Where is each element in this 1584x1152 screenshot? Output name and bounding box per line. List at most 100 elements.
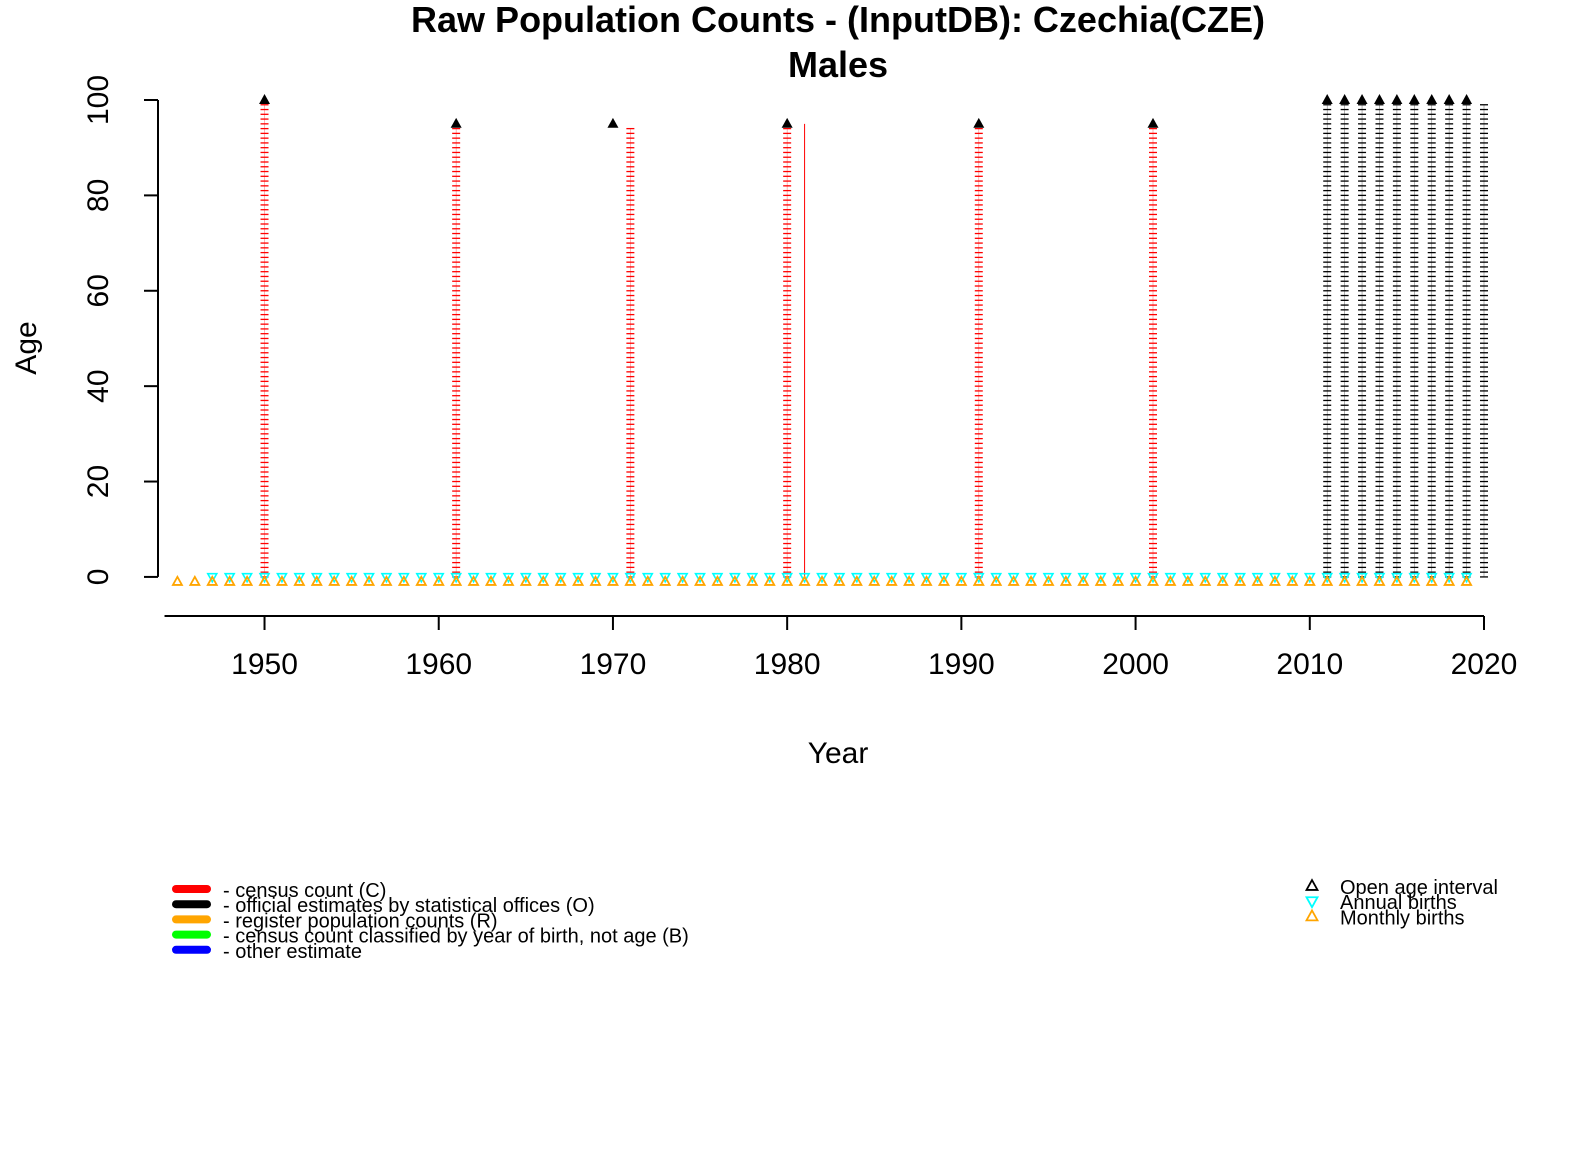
age-range-line — [1149, 127, 1157, 578]
annual-births-marker — [1373, 572, 1386, 584]
x-axis-label: Year — [808, 737, 869, 770]
open-age-marker — [1147, 117, 1159, 128]
monthly-births-marker — [206, 574, 219, 586]
monthly-births-marker — [589, 574, 602, 586]
monthly-births-marker — [1338, 574, 1351, 586]
legend-label: - official estimates by statistical offi… — [223, 895, 595, 917]
annual-births-marker — [293, 572, 306, 584]
monthly-births-marker — [484, 574, 498, 586]
monthly-births-marker — [1234, 574, 1247, 586]
monthly-births-marker — [572, 574, 585, 586]
x-tick-label: 1980 — [754, 648, 821, 681]
x-tick-label: 2000 — [1102, 648, 1169, 681]
x-tick-label: 1960 — [405, 648, 472, 681]
x-tick-label: 1950 — [231, 648, 298, 681]
age-range-line — [1323, 104, 1332, 578]
monthly-births-marker — [1129, 574, 1142, 586]
open-age-marker — [973, 117, 985, 128]
annual-births-marker — [554, 572, 567, 584]
annual-births-marker — [1147, 572, 1159, 584]
annual-births-marker — [1060, 572, 1072, 584]
monthly-births-marker — [1390, 574, 1403, 586]
monthly-births-marker — [937, 574, 950, 586]
age-range-line — [1445, 104, 1454, 578]
monthly-births-marker — [241, 574, 254, 586]
annual-births-marker — [258, 572, 271, 584]
annual-births-marker — [345, 572, 358, 584]
annual-births-marker — [1025, 572, 1037, 584]
monthly-births-marker — [641, 574, 654, 586]
annual-births-marker — [310, 572, 323, 584]
annual-births-marker — [519, 572, 532, 584]
legend-marker-icon — [1304, 896, 1320, 909]
open-age-marker — [1391, 94, 1403, 104]
monthly-births-marker — [606, 574, 619, 586]
monthly-births-marker — [1094, 574, 1107, 586]
annual-births-marker — [1112, 572, 1125, 584]
monthly-births-marker — [1425, 574, 1438, 586]
legend-label: Open age interval — [1340, 877, 1498, 899]
open-age-marker — [781, 117, 793, 128]
monthly-births-marker — [746, 574, 759, 586]
annual-births-marker — [746, 572, 759, 584]
age-range-line — [1480, 104, 1488, 578]
monthly-births-marker — [763, 574, 776, 586]
open-age-marker — [1443, 94, 1455, 104]
annual-births-marker — [1391, 572, 1403, 584]
monthly-births-marker — [1443, 574, 1456, 586]
open-age-marker — [607, 117, 619, 128]
annual-births-marker — [1234, 572, 1246, 584]
annual-births-marker — [694, 572, 706, 584]
y-tick-label: 60 — [82, 274, 115, 307]
legend-label: - census count (C) — [223, 880, 386, 902]
monthly-births-marker — [345, 574, 358, 586]
annual-births-marker — [1460, 572, 1473, 584]
annual-births-marker — [938, 572, 950, 584]
age-range-line — [1462, 104, 1471, 578]
monthly-births-marker — [519, 574, 532, 586]
annual-births-marker — [624, 572, 637, 584]
open-age-marker — [450, 117, 462, 128]
age-range-line — [1375, 104, 1384, 578]
monthly-births-marker — [1025, 574, 1038, 586]
annual-births-marker — [467, 572, 480, 584]
monthly-births-marker — [1460, 574, 1473, 586]
annual-births-marker — [1199, 572, 1212, 584]
annual-births-marker — [1443, 572, 1456, 584]
annual-births-marker — [676, 572, 689, 584]
y-tick-label: 40 — [82, 369, 115, 402]
annual-births-marker — [432, 572, 445, 584]
annual-births-marker — [1356, 572, 1368, 584]
monthly-births-marker — [1199, 574, 1212, 586]
open-age-marker — [259, 94, 271, 104]
monthly-births-marker — [624, 574, 637, 586]
legend-label: Monthly births — [1340, 907, 1465, 929]
x-tick-label: 2020 — [1451, 648, 1518, 681]
monthly-births-marker — [815, 574, 829, 586]
annual-births-marker — [589, 572, 602, 584]
age-range-line — [783, 127, 792, 578]
annual-births-marker — [641, 572, 654, 584]
open-age-marker — [1461, 94, 1473, 104]
annual-births-marker — [450, 572, 463, 584]
age-range-line — [1358, 104, 1367, 578]
monthly-births-marker — [659, 574, 672, 586]
monthly-births-marker — [1007, 574, 1020, 586]
monthly-births-marker — [868, 574, 881, 586]
open-age-marker — [1321, 94, 1333, 104]
annual-births-marker — [868, 572, 881, 584]
annual-births-marker — [398, 572, 410, 584]
legend-label: - census count classified by year of bir… — [223, 926, 689, 948]
age-range-line — [260, 104, 269, 578]
annual-births-marker — [223, 572, 236, 584]
annual-births-marker — [363, 572, 375, 584]
annual-births-marker — [1094, 572, 1107, 584]
monthly-births-marker — [1286, 574, 1299, 586]
annual-births-marker — [485, 572, 497, 584]
monthly-births-marker — [1373, 574, 1386, 586]
annual-births-marker — [276, 572, 288, 584]
monthly-births-marker — [1356, 574, 1369, 586]
age-range-line — [452, 127, 461, 578]
monthly-births-marker — [1216, 574, 1229, 586]
monthly-births-marker — [380, 574, 393, 586]
